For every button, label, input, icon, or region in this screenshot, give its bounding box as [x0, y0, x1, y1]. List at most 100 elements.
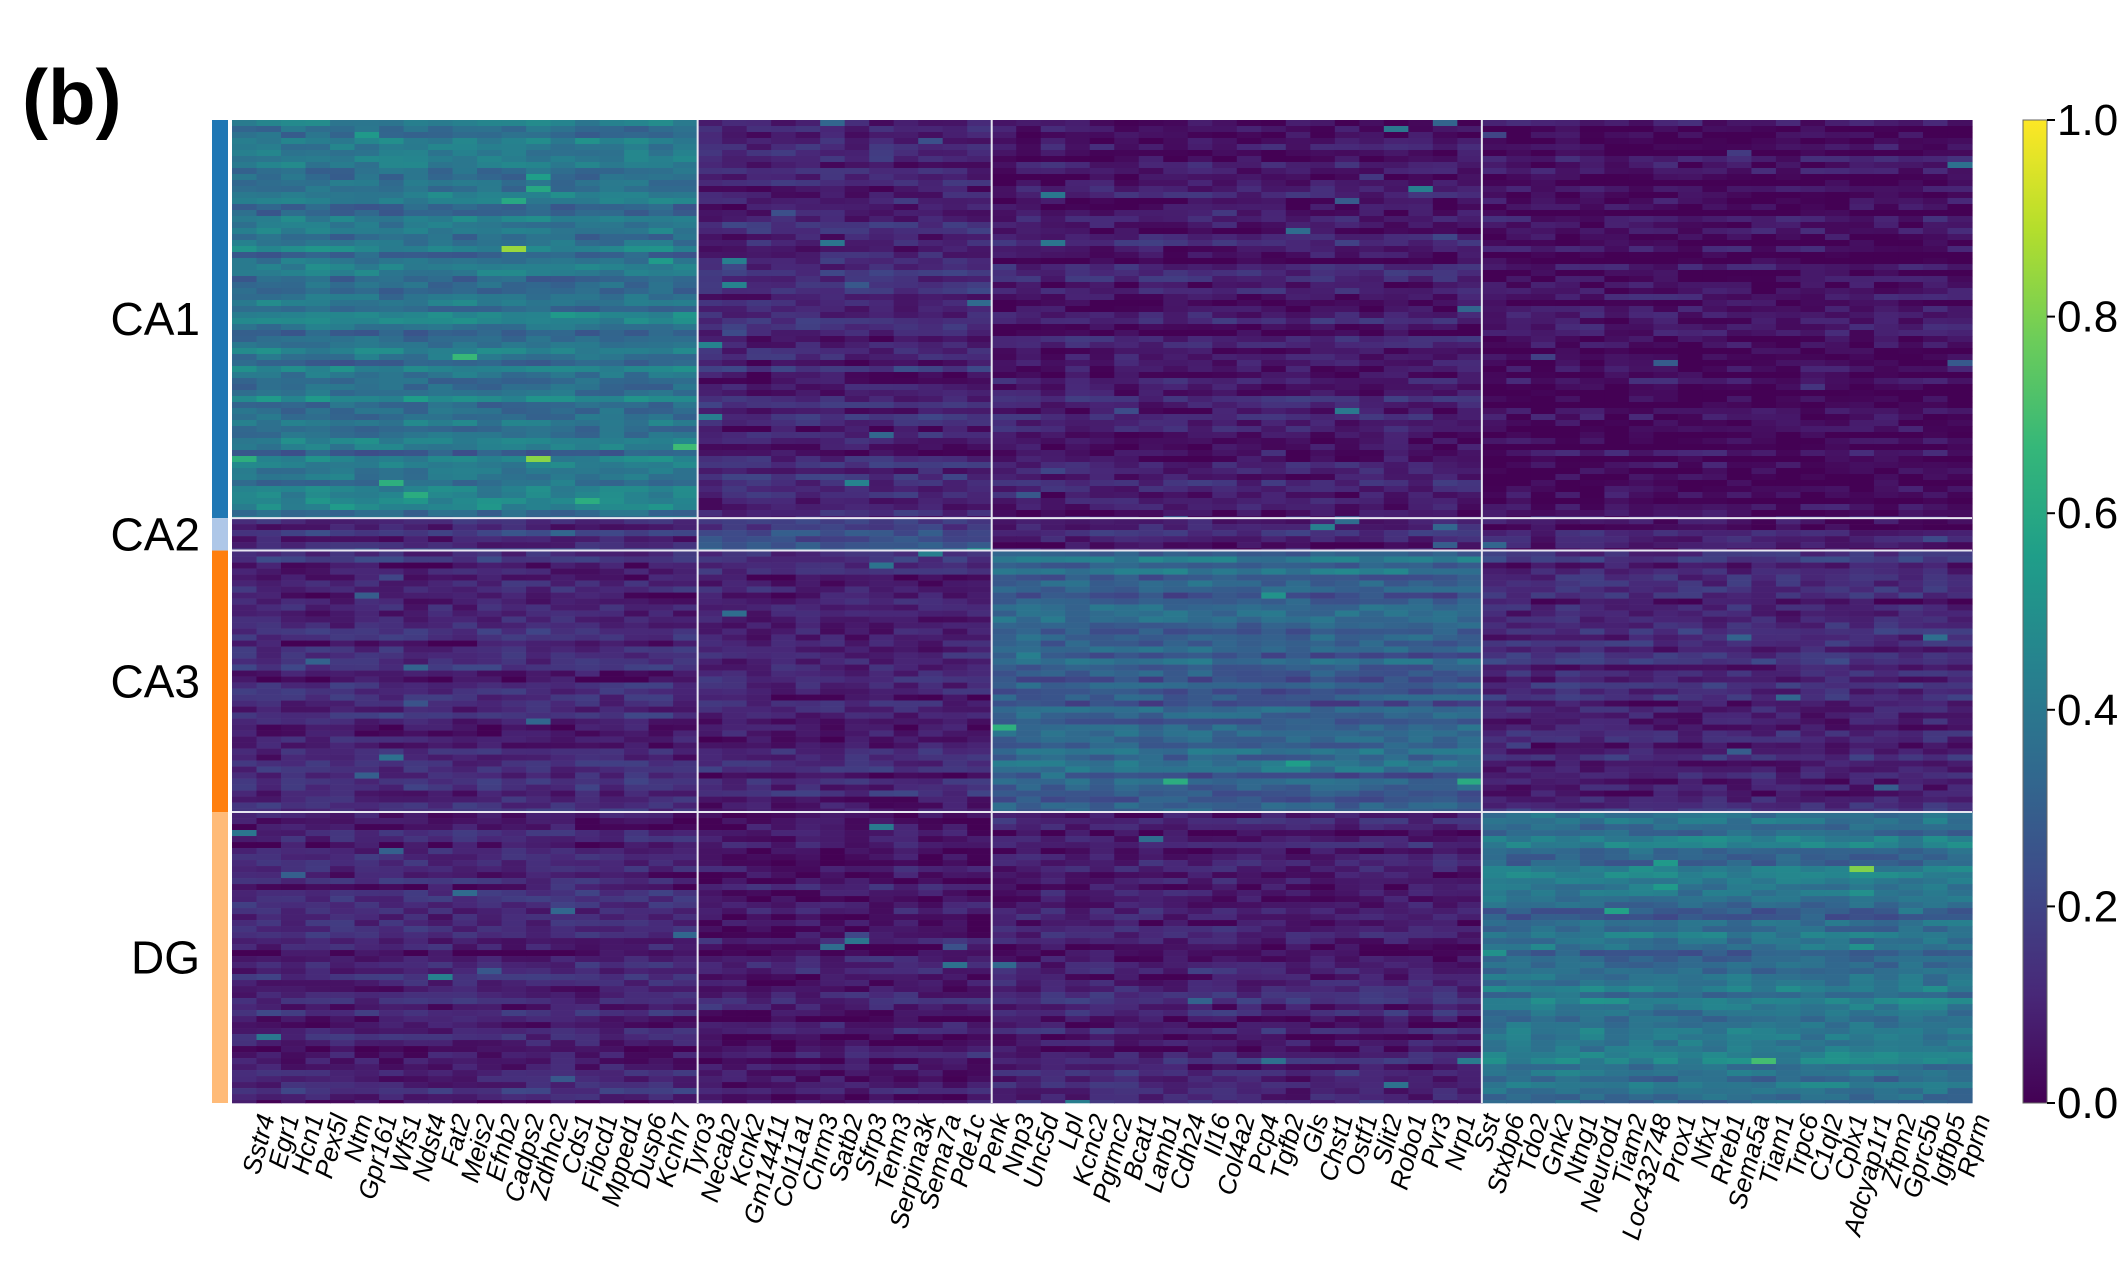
heatmap-row [232, 360, 1973, 367]
heatmap-cell [1873, 300, 1900, 307]
heatmap-cell [281, 258, 307, 265]
heatmap-cell [1089, 186, 1115, 193]
heatmap-cell [1089, 462, 1115, 469]
heatmap-cell [697, 492, 723, 499]
heatmap-cell [403, 348, 429, 355]
heatmap-cell [1824, 288, 1851, 295]
heatmap-cell [1261, 180, 1287, 187]
heatmap-cell [1849, 372, 1875, 379]
heatmap-cell [1163, 234, 1189, 241]
heatmap-cell [648, 306, 674, 313]
heatmap-cell [501, 510, 527, 517]
heatmap-row [232, 444, 1973, 451]
heatmap-cell [330, 468, 356, 475]
heatmap-cell [771, 462, 797, 469]
heatmap-cell [1065, 378, 1091, 385]
heatmap-cell [648, 486, 674, 493]
heatmap-cell [501, 498, 527, 505]
heatmap-cell [1310, 438, 1336, 445]
heatmap-cell [1310, 258, 1336, 265]
heatmap-cell [893, 198, 919, 205]
heatmap-cell [967, 444, 993, 451]
heatmap-cell [305, 498, 331, 505]
heatmap-cell [1506, 276, 1532, 283]
heatmap-cell [918, 222, 944, 229]
heatmap-cell [1334, 408, 1360, 415]
heatmap-cell [575, 360, 601, 367]
heatmap-cell [1040, 246, 1066, 253]
heatmap-cell [1383, 228, 1409, 235]
heatmap-cell [1726, 396, 1753, 403]
heatmap-cell [1530, 480, 1556, 487]
heatmap-cell [1947, 294, 1973, 301]
heatmap-cell [1187, 198, 1213, 205]
heatmap-cell [1653, 162, 1679, 169]
heatmap-cell [1579, 524, 1605, 531]
heatmap-cell [1775, 524, 1802, 531]
heatmap-cell [1016, 498, 1042, 505]
heatmap-cell [1163, 318, 1189, 325]
heatmap-cell [477, 144, 503, 151]
heatmap-cell [1775, 450, 1802, 457]
heatmap-cell [1261, 276, 1287, 283]
heatmap-cell [869, 228, 895, 235]
heatmap-cell [1016, 156, 1042, 163]
heatmap-cell [305, 360, 331, 367]
heatmap-cell [1285, 174, 1311, 181]
heatmap-cell [697, 132, 723, 139]
heatmap-cell [550, 530, 576, 537]
heatmap-cell [722, 282, 748, 289]
heatmap-cell [379, 504, 405, 511]
heatmap-cell [918, 420, 944, 427]
heatmap-cell [1800, 318, 1826, 325]
heatmap-cell [526, 408, 552, 415]
heatmap-cell [893, 264, 919, 271]
heatmap-cell [1138, 120, 1164, 127]
heatmap-cell [1334, 486, 1360, 493]
heatmap-cell [1947, 456, 1973, 463]
heatmap-cell [1898, 252, 1924, 259]
heatmap-cell [1040, 306, 1066, 313]
heatmap-cell [575, 258, 601, 265]
heatmap-cell [256, 168, 282, 175]
heatmap-cell [599, 222, 625, 229]
heatmap-cell [1628, 462, 1655, 469]
heatmap-cell [1873, 246, 1900, 253]
heatmap-cell [1359, 168, 1385, 175]
heatmap-cell [599, 252, 625, 259]
heatmap-cell [550, 150, 576, 157]
heatmap-cell [1530, 444, 1556, 451]
heatmap-cell [673, 480, 699, 487]
heatmap-cell [1530, 180, 1556, 187]
heatmap-cell [1383, 402, 1409, 409]
heatmap-cell [1726, 354, 1753, 361]
heatmap-cell [722, 324, 748, 331]
heatmap-cell [1849, 396, 1875, 403]
heatmap-cell [820, 450, 846, 457]
heatmap-cell [599, 120, 625, 127]
heatmap-cell [1212, 378, 1238, 385]
heatmap-cell [1261, 402, 1287, 409]
heatmap-cell [1089, 246, 1115, 253]
heatmap-cell [893, 270, 919, 277]
heatmap-cell [1775, 408, 1802, 415]
heatmap-cell [1285, 222, 1311, 229]
heatmap-cell [256, 246, 282, 253]
heatmap-cell [1702, 438, 1728, 445]
heatmap-cell [918, 228, 944, 235]
heatmap-cell [1236, 240, 1262, 247]
heatmap-cell [1677, 228, 1704, 235]
heatmap-cell [918, 192, 944, 199]
heatmap-cell [1383, 138, 1409, 145]
heatmap-cell [1775, 480, 1802, 487]
heatmap-cell [746, 318, 772, 325]
heatmap-cell [1922, 306, 1949, 313]
heatmap-cell [893, 524, 919, 531]
heatmap-cell [1922, 372, 1949, 379]
heatmap-cell [869, 498, 895, 505]
heatmap-cell [795, 360, 821, 367]
heatmap-cell [256, 126, 282, 133]
heatmap-cell [967, 390, 993, 397]
heatmap-cell [1555, 504, 1581, 511]
heatmap-cell [795, 282, 821, 289]
